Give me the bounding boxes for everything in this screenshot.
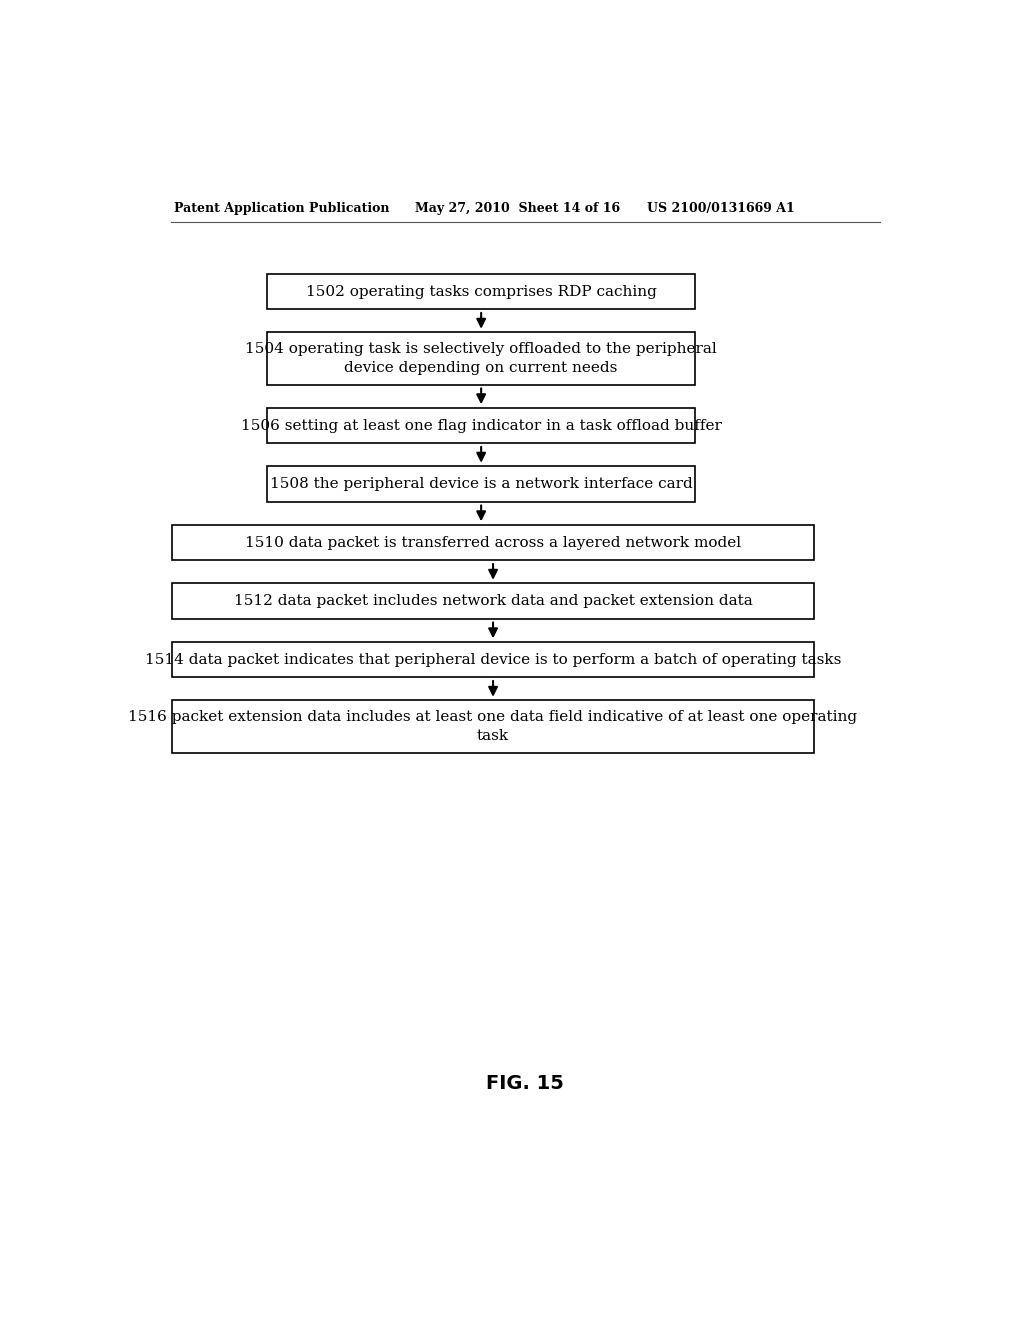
Bar	[267, 408, 695, 444]
Text: 1514 data packet indicates that peripheral device is to perform a batch of opera: 1514 data packet indicates that peripher…	[144, 652, 842, 667]
Bar	[172, 583, 814, 619]
Text: 1502 operating tasks comprises RDP caching: 1502 operating tasks comprises RDP cachi…	[306, 285, 656, 298]
Bar	[172, 642, 814, 677]
Bar	[172, 701, 814, 752]
Text: US 2100/0131669 A1: US 2100/0131669 A1	[647, 202, 795, 215]
Bar	[267, 275, 695, 309]
Text: 1516 packet extension data includes at least one data field indicative of at lea: 1516 packet extension data includes at l…	[128, 710, 858, 743]
Text: May 27, 2010  Sheet 14 of 16: May 27, 2010 Sheet 14 of 16	[415, 202, 620, 215]
Text: 1504 operating task is selectively offloaded to the peripheral
device depending : 1504 operating task is selectively offlo…	[246, 342, 717, 375]
Text: 1512 data packet includes network data and packet extension data: 1512 data packet includes network data a…	[233, 594, 753, 609]
Text: 1506 setting at least one flag indicator in a task offload buffer: 1506 setting at least one flag indicator…	[241, 418, 722, 433]
Bar	[172, 525, 814, 561]
Text: 1508 the peripheral device is a network interface card: 1508 the peripheral device is a network …	[269, 477, 692, 491]
Text: FIG. 15: FIG. 15	[485, 1074, 564, 1093]
Text: Patent Application Publication: Patent Application Publication	[174, 202, 390, 215]
Bar	[267, 466, 695, 502]
Text: 1510 data packet is transferred across a layered network model: 1510 data packet is transferred across a…	[245, 536, 741, 549]
Bar	[267, 333, 695, 385]
